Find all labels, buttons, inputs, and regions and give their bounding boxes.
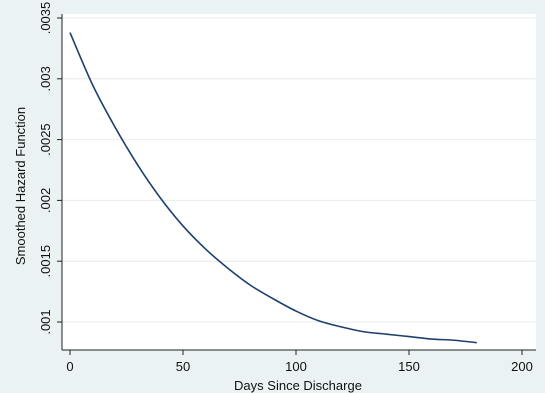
x-axis: 0 50 100 150 200 xyxy=(62,349,536,374)
x-tick-label: 100 xyxy=(285,359,307,374)
x-tick-label: 50 xyxy=(176,359,190,374)
x-tick-label: 200 xyxy=(511,359,533,374)
series-group xyxy=(69,32,477,344)
x-axis-title: Days Since Discharge xyxy=(234,378,362,393)
grid-lines xyxy=(62,17,536,323)
y-axis-title: Smoothed Hazard Function xyxy=(13,107,28,265)
y-tick-label: .002 xyxy=(38,188,53,213)
y-tick-label: .0035 xyxy=(38,2,53,35)
y-axis: .001 .0015 .002 .0025 .003 .0035 xyxy=(38,2,63,350)
y-tick-label: .003 xyxy=(38,66,53,91)
x-tick-label: 0 xyxy=(66,359,73,374)
plot-area xyxy=(62,14,536,350)
y-tick-label: .0015 xyxy=(38,245,53,278)
y-tick-label: .0025 xyxy=(38,123,53,156)
hazard-series-line xyxy=(69,32,477,344)
y-tick-label: .001 xyxy=(38,309,53,334)
x-tick-label: 150 xyxy=(398,359,420,374)
